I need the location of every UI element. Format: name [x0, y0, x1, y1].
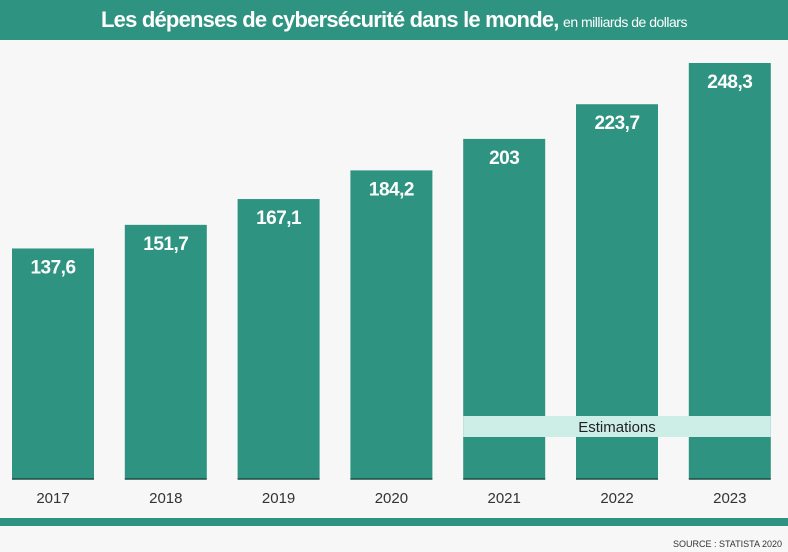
source-note: SOURCE : STATISTA 2020: [672, 539, 782, 549]
data-label: 167,1: [256, 208, 302, 229]
data-label: 137,6: [30, 257, 75, 278]
x-tick-label: 2019: [262, 490, 295, 507]
bar-2019: [237, 199, 320, 480]
chart-title: Les dépenses de cybersécurité dans le mo…: [101, 7, 559, 32]
x-tick-label: 2020: [375, 490, 408, 507]
data-label: 223,7: [594, 113, 639, 134]
chart-subtitle: en milliards de dollars: [563, 14, 687, 30]
x-tick-label: 2022: [600, 490, 633, 507]
bar-2023: [688, 63, 771, 479]
bar-2020: [350, 170, 433, 479]
bottom-divider: [0, 518, 788, 526]
x-tick-label: 2018: [149, 490, 182, 507]
data-label: 203: [489, 148, 519, 169]
chart-header: Les dépenses de cybersécurité dans le mo…: [0, 0, 788, 40]
bar-2018: [124, 224, 207, 479]
x-tick-label: 2017: [36, 490, 69, 507]
estimations-band: [463, 416, 771, 437]
bar-2017: [12, 248, 94, 479]
x-tick-label: 2023: [713, 490, 746, 507]
data-label: 184,2: [369, 179, 414, 200]
data-label: 151,7: [143, 234, 188, 255]
x-tick-label: 2021: [488, 490, 521, 507]
data-label: 248,3: [707, 72, 752, 93]
bar-chart: 137,6 2017 151,7 2018 167,1 2019 184,2 2020 203 2…: [12, 63, 771, 507]
estimations-label: Estimations: [578, 419, 656, 436]
